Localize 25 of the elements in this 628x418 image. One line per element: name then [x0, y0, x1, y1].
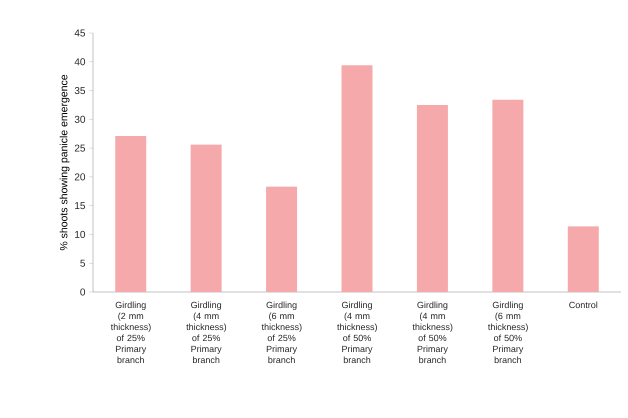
x-tick-label: Control — [569, 302, 598, 308]
bar — [416, 104, 448, 292]
y-tick-label: 35 — [74, 87, 86, 94]
x-tick-label: Girdling (4 mm thickness) of 50% Primary branch — [337, 302, 377, 364]
bar — [266, 186, 298, 292]
y-tick-label: 20 — [74, 173, 86, 180]
y-axis-title: % shoots showing panicle emergence — [60, 74, 70, 250]
bar — [492, 100, 524, 292]
y-tick-label: 5 — [80, 260, 86, 267]
y-tick-label: 0 — [80, 288, 86, 296]
bar — [342, 65, 373, 292]
x-tick-label: Girdling (4 mm thickness) of 50% Primary branch — [412, 302, 452, 364]
y-tick-label: 25 — [74, 144, 86, 152]
bar — [190, 144, 222, 292]
y-tick-label: 45 — [74, 30, 86, 36]
x-tick-label: Girdling (2 mm thickness) of 25% Primary branch — [110, 302, 151, 364]
y-tick-label: 30 — [74, 116, 86, 123]
bar — [115, 136, 146, 292]
y-tick-label: 40 — [74, 58, 86, 66]
x-tick-label: Girdling (4 mm thickness) of 25% Primary branch — [186, 302, 226, 364]
x-tick-label: Girdling (6 mm thickness) of 25% Primary branch — [262, 302, 302, 364]
y-tick-label: 15 — [75, 202, 86, 210]
bar — [568, 226, 599, 292]
y-tick-label: 10 — [75, 230, 86, 238]
x-tick-label: Girdling (6 mm thickness) of 50% Primary branch — [488, 302, 528, 364]
